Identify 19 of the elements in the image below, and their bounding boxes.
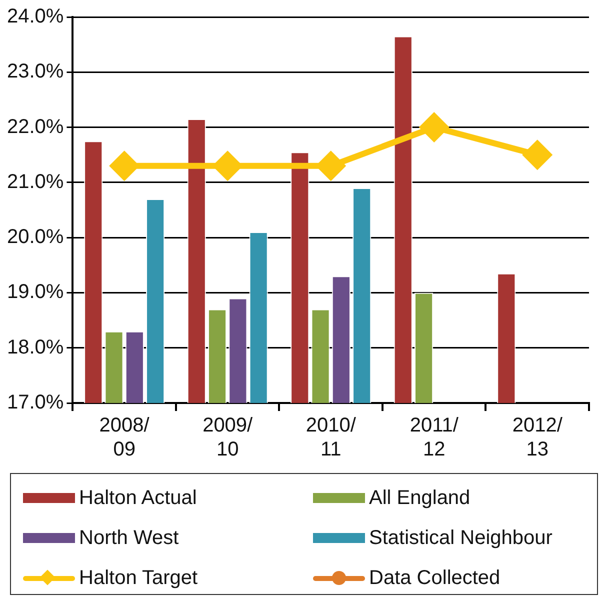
y-tick-label: 20.0% [6,226,64,248]
legend-label: Halton Target [79,566,198,590]
x-tick-label: 2008/09 [99,414,150,461]
x-tick-label: 2009/10 [202,414,254,461]
x-tick-label: 2012/13 [512,414,563,461]
y-tick-label: 24.0% [6,6,64,28]
y-tick-label: 17.0% [6,392,64,414]
legend-label: Statistical Neighbour [369,526,552,550]
y-tick-label: 21.0% [6,170,64,193]
x-tick-label: 2010/11 [306,414,356,461]
x-tick-label: 2011/12 [410,414,459,461]
y-tick-label: 18.0% [6,336,64,358]
legend-label: Data Collected [369,566,500,590]
y-tick-label: 19.0% [6,281,64,304]
y-tick-label: 22.0% [6,116,64,138]
legend-label: Halton Actual [79,486,197,510]
legend-label: All England [369,486,470,510]
y-tick-label: 23.0% [6,60,64,83]
legend-label: North West [79,526,179,550]
